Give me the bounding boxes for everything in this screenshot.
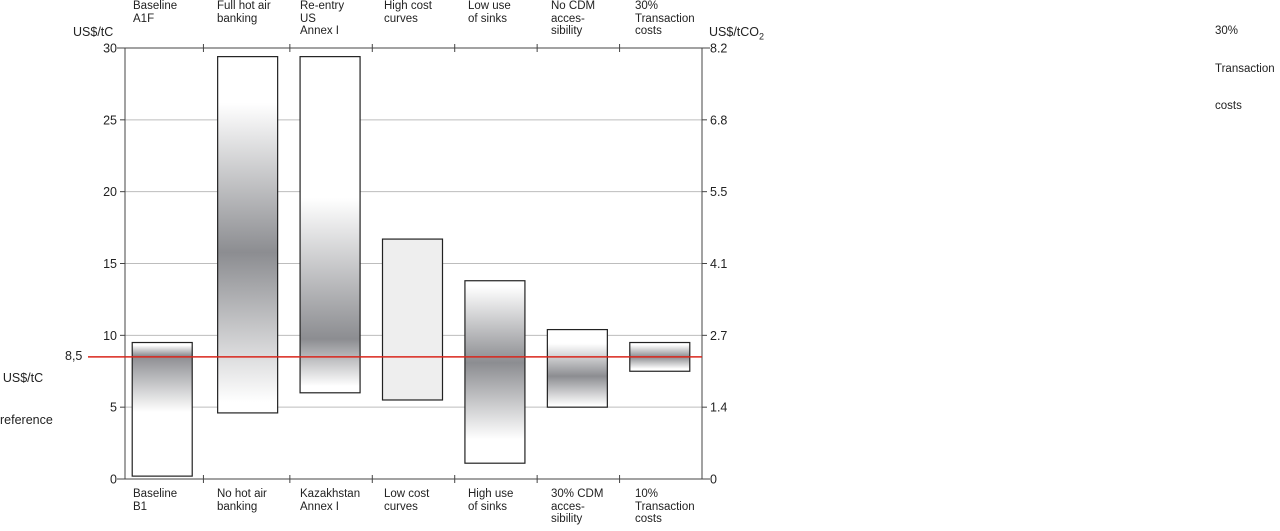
top-category-label-4: High cost curves xyxy=(384,0,432,25)
bottom-category-label-line: High use xyxy=(468,488,514,500)
top-category-label-line: sibility xyxy=(551,25,583,37)
reference-value-label: 8,5 xyxy=(65,349,83,363)
top-category-label-line: A1F xyxy=(133,12,155,25)
bottom-category-label-line: Low cost xyxy=(384,488,430,500)
range-bar-5 xyxy=(464,280,526,464)
top-category-label-line: Re-entry xyxy=(300,0,345,12)
right-tick-label: 2.7 xyxy=(710,329,727,343)
range-bar-6 xyxy=(546,328,608,408)
top-category-label-3: Re-entry US Annex I xyxy=(300,0,344,38)
stray-label-line-2: Transaction xyxy=(1215,62,1275,75)
left-tick-label: 5 xyxy=(110,401,117,415)
bottom-category-label-line: costs xyxy=(635,513,662,525)
bottom-category-label-line: B1 xyxy=(133,500,148,513)
right-tick-label: 1.4 xyxy=(710,401,727,415)
right-axis-label: US$/tCO2 xyxy=(709,26,764,43)
top-category-label-line: Baseline xyxy=(133,0,178,12)
top-category-label-line: No CDM xyxy=(551,0,596,12)
right-axis-label-main: US$/tCO xyxy=(709,25,760,39)
left-tick-label: 10 xyxy=(103,329,117,343)
bottom-category-label-line: Baseline xyxy=(133,488,178,500)
left-tick-label: 25 xyxy=(103,113,117,127)
range-bar-2 xyxy=(217,56,279,414)
bottom-category-label-7: 10% Transaction costs xyxy=(635,488,695,526)
stray-transaction-label: 30% Transaction costs xyxy=(1215,0,1275,125)
range-bars xyxy=(131,56,691,477)
left-tick-label: 0 xyxy=(110,473,117,487)
top-category-label-line: Full hot air xyxy=(217,0,271,12)
bottom-category-label-line: Annex I xyxy=(300,500,339,513)
top-category-label-5: Low use of sinks xyxy=(468,0,511,25)
bottom-category-label-line: Transaction xyxy=(635,500,695,513)
right-tick-label: 5.5 xyxy=(710,185,727,199)
axes xyxy=(117,44,710,483)
bottom-category-label-line: No hot air xyxy=(217,488,267,500)
top-category-label-line: Low use xyxy=(468,0,511,12)
top-category-label-line: curves xyxy=(384,12,418,25)
top-category-label-line: Transaction xyxy=(635,12,695,25)
reference-label: US$/tC reference xyxy=(0,343,53,441)
reference-label-line-2: reference xyxy=(0,413,53,427)
top-category-label-line: costs xyxy=(635,25,662,37)
left-tick-label: 30 xyxy=(103,42,117,56)
top-category-label-line: acces- xyxy=(551,12,585,25)
bottom-category-label-line: acces- xyxy=(551,500,585,513)
bottom-category-label-line: 30% CDM xyxy=(551,488,604,500)
top-category-label-7: 30% Transaction costs xyxy=(635,0,695,38)
right-axis-label-subscript: 2 xyxy=(759,31,765,42)
right-tick-label: 0 xyxy=(710,473,717,487)
bottom-category-label-line: curves xyxy=(384,500,418,513)
reference-label-line-1: US$/tC xyxy=(2,371,44,385)
bottom-category-label-6: 30% CDM acces-sibility xyxy=(551,488,603,526)
range-bar-4 xyxy=(381,238,444,401)
top-category-label-2: Full hot air banking xyxy=(217,0,271,25)
top-category-label-6: No CDM acces-sibility xyxy=(551,0,595,38)
bottom-category-label-line: sibility xyxy=(551,513,583,525)
top-category-label-line: banking xyxy=(217,12,258,25)
stray-label-line-3: costs xyxy=(1215,100,1242,112)
stray-label-line-1: 30% xyxy=(1215,25,1239,37)
bottom-category-label-line: 10% xyxy=(635,488,659,500)
right-tick-label: 6.8 xyxy=(710,113,727,127)
range-bar-3 xyxy=(299,56,361,394)
top-category-label-1: Baseline A1F xyxy=(133,0,177,25)
left-tick-label: 20 xyxy=(103,185,117,199)
top-category-label-line: High cost xyxy=(384,0,432,12)
right-tick-label: 8.2 xyxy=(710,42,727,56)
bottom-category-label-1: Baseline B1 xyxy=(133,488,177,513)
right-tick-label: 4.1 xyxy=(710,257,727,271)
top-category-label-line: US xyxy=(300,12,316,25)
bottom-category-label-3: Kazakhstan Annex I xyxy=(300,488,360,513)
top-category-label-line: Annex I xyxy=(300,25,339,37)
top-category-label-line: of sinks xyxy=(468,12,507,25)
bottom-category-label-5: High use of sinks xyxy=(468,488,513,513)
bottom-category-label-line: of sinks xyxy=(468,500,507,513)
bottom-category-label-2: No hot air banking xyxy=(217,488,267,513)
left-tick-label: 15 xyxy=(103,257,117,271)
range-bar-1 xyxy=(131,341,193,477)
top-category-label-line: 30% xyxy=(635,0,659,12)
tick-labels: 0 0 5 1.4 10 2.7 15 4.1 20 5.5 25 6.8 30 8.2 xyxy=(103,42,727,487)
bottom-category-label-line: Kazakhstan xyxy=(300,488,361,500)
bottom-category-label-4: Low cost curves xyxy=(384,488,429,513)
left-axis-label: US$/tC xyxy=(73,25,114,39)
bottom-category-label-line: banking xyxy=(217,500,258,513)
